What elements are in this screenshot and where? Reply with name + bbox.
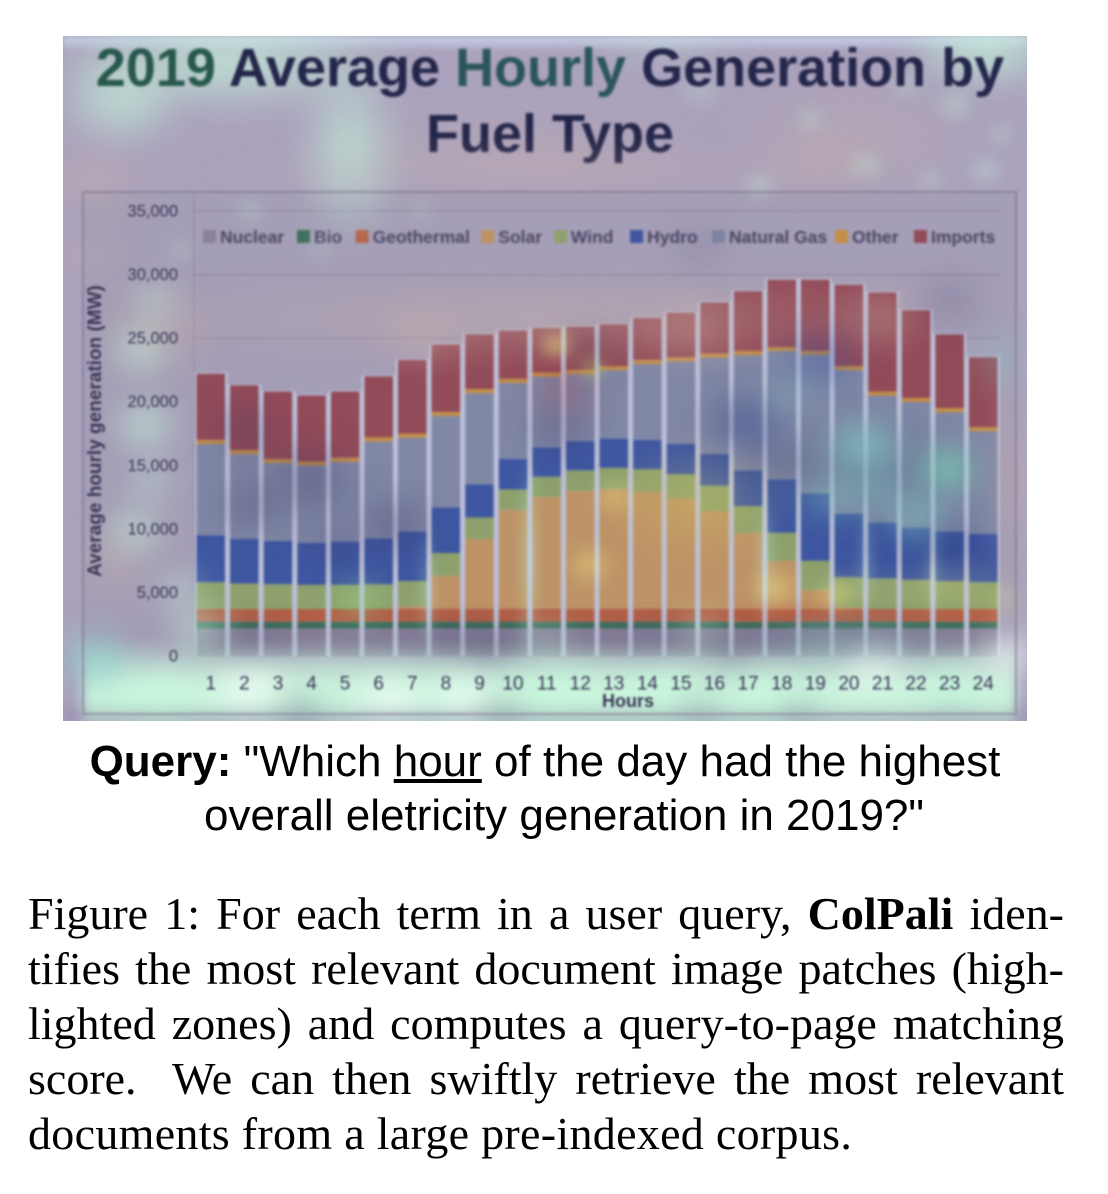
svg-text:20: 20 bbox=[838, 674, 859, 695]
svg-text:19: 19 bbox=[805, 674, 826, 695]
svg-text:5: 5 bbox=[340, 674, 351, 695]
svg-text:35,000: 35,000 bbox=[128, 203, 178, 221]
svg-text:15: 15 bbox=[670, 674, 691, 695]
svg-text:25,000: 25,000 bbox=[128, 330, 178, 348]
svg-text:24: 24 bbox=[973, 674, 995, 695]
svg-text:Nuclear: Nuclear bbox=[220, 227, 284, 247]
svg-text:4: 4 bbox=[306, 674, 317, 695]
svg-text:6: 6 bbox=[373, 674, 384, 695]
svg-text:15,000: 15,000 bbox=[128, 457, 178, 475]
svg-text:2: 2 bbox=[239, 674, 250, 695]
svg-text:Natural Gas: Natural Gas bbox=[729, 227, 827, 247]
svg-text:Wind: Wind bbox=[571, 227, 614, 247]
svg-text:Solar: Solar bbox=[498, 227, 542, 247]
svg-text:9: 9 bbox=[474, 674, 485, 695]
svg-text:Imports: Imports bbox=[931, 227, 995, 247]
svg-text:Average hourly generation (MW): Average hourly generation (MW) bbox=[85, 285, 106, 577]
svg-text:Other: Other bbox=[852, 227, 899, 247]
svg-text:8: 8 bbox=[441, 674, 452, 695]
svg-text:10,000: 10,000 bbox=[128, 520, 178, 538]
svg-text:5,000: 5,000 bbox=[137, 584, 178, 602]
svg-text:18: 18 bbox=[771, 674, 792, 695]
svg-text:30,000: 30,000 bbox=[128, 266, 178, 284]
svg-text:12: 12 bbox=[570, 674, 591, 695]
svg-text:14: 14 bbox=[637, 674, 659, 695]
svg-text:11: 11 bbox=[537, 674, 557, 695]
svg-text:Hours: Hours bbox=[602, 691, 654, 711]
svg-text:7: 7 bbox=[407, 674, 418, 695]
svg-text:13: 13 bbox=[603, 674, 624, 695]
svg-text:16: 16 bbox=[704, 674, 725, 695]
svg-text:0: 0 bbox=[169, 648, 178, 666]
svg-text:21: 21 bbox=[872, 674, 893, 695]
svg-text:22: 22 bbox=[905, 674, 926, 695]
svg-text:23: 23 bbox=[939, 674, 960, 695]
svg-text:1: 1 bbox=[206, 674, 217, 695]
svg-text:17: 17 bbox=[738, 674, 759, 695]
svg-text:Hydro: Hydro bbox=[647, 227, 698, 247]
svg-text:3: 3 bbox=[273, 674, 284, 695]
svg-text:10: 10 bbox=[502, 674, 523, 695]
svg-text:20,000: 20,000 bbox=[128, 393, 178, 411]
